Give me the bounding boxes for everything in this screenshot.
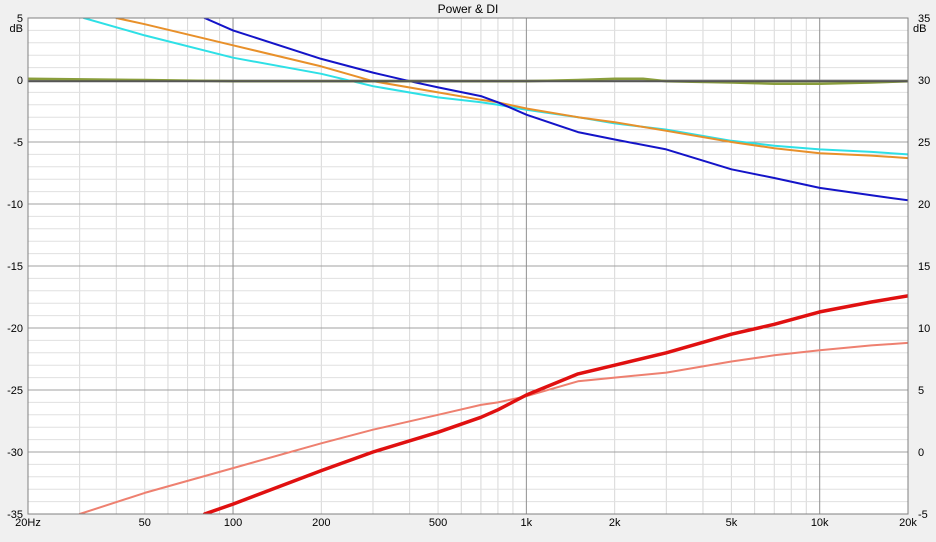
y-left-tick-label: 0 xyxy=(17,75,23,87)
x-tick-label: 500 xyxy=(429,517,447,529)
grid xyxy=(28,17,908,515)
y-right-tick-label: 30 xyxy=(918,75,930,87)
y-right-tick-label: 15 xyxy=(918,261,930,273)
y-right-tick-label: 10 xyxy=(918,323,930,335)
y-left-tick-label: -30 xyxy=(7,447,23,459)
y-right-tick-label: 0 xyxy=(918,447,924,459)
x-tick-label: 20Hz xyxy=(15,517,41,529)
plot-frame xyxy=(27,17,909,515)
x-tick-label: 50 xyxy=(139,517,151,529)
series-lines xyxy=(28,18,908,514)
x-tick-label: 20k xyxy=(899,517,917,529)
y-right-tick-label: 35 xyxy=(918,13,930,25)
chart-title: Power & DI xyxy=(438,2,499,16)
y-left-tick-label: -15 xyxy=(7,261,23,273)
y-left-tick-label: -35 xyxy=(7,509,23,521)
x-tick-label: 1k xyxy=(521,517,533,529)
y-right-tick-label: 5 xyxy=(918,385,924,397)
x-tick-label: 10k xyxy=(811,517,829,529)
y-left-tick-label: -20 xyxy=(7,323,23,335)
x-tick-label: 100 xyxy=(224,517,242,529)
y-right-unit: dB xyxy=(913,23,926,35)
y-left-unit: dB xyxy=(10,23,23,35)
y-left-tick-label: -10 xyxy=(7,199,23,211)
series-line-3 xyxy=(203,18,908,202)
y-left-tick-label: -25 xyxy=(7,385,23,397)
x-tick-label: 2k xyxy=(609,517,621,529)
x-tick-label: 200 xyxy=(312,517,330,529)
y-left-tick-label: 5 xyxy=(17,13,23,25)
series-line-2 xyxy=(115,18,908,160)
tick-labels: 20Hz 50 100 200 500 1k 2k 5k 10k 20k50-5-10-15-20… xyxy=(7,13,930,529)
y-left-tick-label: -5 xyxy=(13,137,23,149)
y-right-tick-label: -5 xyxy=(918,509,928,521)
series-line-7 xyxy=(202,294,908,514)
series-line-1 xyxy=(82,18,908,156)
y-right-tick-label: 25 xyxy=(918,137,930,149)
y-right-tick-label: 20 xyxy=(918,199,930,211)
x-tick-label: 5k xyxy=(726,517,738,529)
